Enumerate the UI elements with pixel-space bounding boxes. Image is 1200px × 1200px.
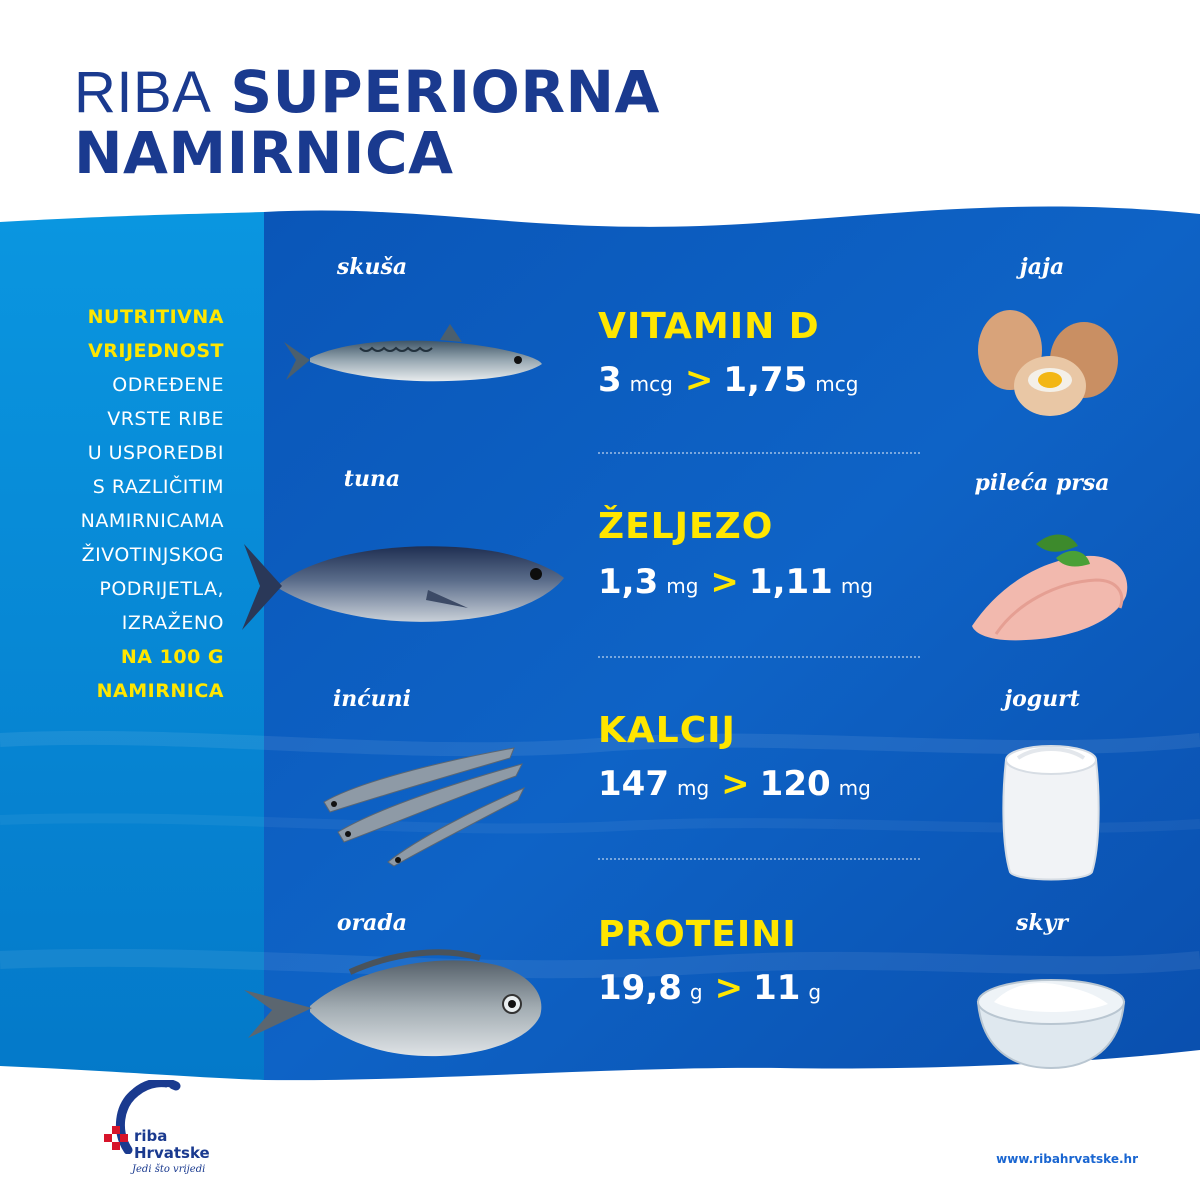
intro-line: IZRAŽENO xyxy=(121,612,224,634)
food-unit: mg xyxy=(838,776,871,800)
fish-value: 19,8 xyxy=(598,968,682,1008)
nutrient-title-vitamin-d: VITAMIN D xyxy=(598,306,820,347)
food-value: 1,11 xyxy=(748,562,833,602)
logo-wordmark: riba Hrvatske xyxy=(134,1128,210,1162)
logo-line2: Hrvatske xyxy=(134,1144,210,1162)
eggs-image xyxy=(978,310,1118,416)
greater-than-sign: > xyxy=(714,968,744,1008)
intro-line: VRSTE RIBE xyxy=(107,408,224,430)
fish-value: 1,3 xyxy=(598,562,659,602)
intro-line: NAMIRNICAMA xyxy=(80,510,224,532)
nutrient-compare-proteini: 19,8 g >11 g xyxy=(598,968,827,1008)
intro-line: NA 100 G xyxy=(120,646,224,668)
food-label-jaja: jaja xyxy=(1019,254,1065,280)
nutrient-title-kalcij: KALCIJ xyxy=(598,710,736,751)
intro-line: ODREĐENE xyxy=(112,374,224,396)
skyr-image xyxy=(976,979,1126,1070)
intro-line: U USPOREDBI xyxy=(87,442,224,464)
fish-label-orada: orada xyxy=(336,910,408,936)
page-title: RIBA SUPERIORNA NAMIRNICA xyxy=(74,62,660,183)
anchovies-image xyxy=(323,747,526,867)
mackerel-image xyxy=(284,324,542,382)
food-label-skyr: skyr xyxy=(1015,910,1068,936)
nutrient-compare-kalcij: 147 mg >120 mg xyxy=(598,764,877,804)
nutrient-title-proteini: PROTEINI xyxy=(598,914,797,955)
intro-line: NUTRITIVNA xyxy=(87,306,224,328)
row-divider xyxy=(598,858,920,860)
fish-label-tuna: tuna xyxy=(343,466,401,492)
chicken-breast-image xyxy=(972,534,1128,641)
greater-than-sign: > xyxy=(721,764,750,804)
food-value: 120 xyxy=(759,764,831,804)
intro-line: ŽIVOTINJSKOG xyxy=(81,544,224,566)
fish-value: 3 xyxy=(598,360,622,400)
logo-line1: riba xyxy=(134,1127,168,1145)
food-value: 1,75 xyxy=(723,360,808,400)
food-unit: mcg xyxy=(815,372,859,396)
sea-bream-image xyxy=(244,949,542,1057)
nutrient-compare-zeljezo: 1,3 mg >1,11 mg xyxy=(598,562,879,602)
fish-unit: mcg xyxy=(629,372,673,396)
food-label-pilecaprsa: pileća prsa xyxy=(974,470,1110,496)
title-bold-1: SUPERIORNA xyxy=(230,58,660,126)
yogurt-image xyxy=(1002,745,1100,881)
nutrient-compare-vitamin-d: 3 mcg >1,75 mcg xyxy=(598,360,864,400)
food-unit: g xyxy=(808,980,822,1004)
fish-unit: g xyxy=(689,980,703,1004)
fish-value: 147 xyxy=(598,764,669,804)
fish-label-incuni: inćuni xyxy=(332,686,412,712)
tuna-image xyxy=(242,544,564,630)
row-divider xyxy=(598,656,920,658)
food-unit: mg xyxy=(840,574,873,598)
riba-hrvatske-logo-icon xyxy=(104,1080,181,1154)
food-value: 11 xyxy=(753,968,801,1008)
greater-than-sign: > xyxy=(710,562,739,602)
fish-unit: mg xyxy=(666,574,699,598)
intro-text: NUTRITIVNA VRIJEDNOST ODREĐENE VRSTE RIB… xyxy=(4,300,224,708)
intro-line: S RAZLIČITIM xyxy=(92,476,224,498)
intro-line: PODRIJETLA, xyxy=(99,578,224,600)
food-label-jogurt: jogurt xyxy=(1004,686,1080,712)
title-light: RIBA xyxy=(74,60,212,125)
fish-unit: mg xyxy=(676,776,710,800)
logo-tagline: Jedi što vrijedi xyxy=(132,1164,206,1175)
fish-label-skusa: skuša xyxy=(336,254,408,280)
nutrient-title-zeljezo: ŽELJEZO xyxy=(598,506,774,547)
intro-line: VRIJEDNOST xyxy=(88,340,224,362)
greater-than-sign: > xyxy=(684,360,714,400)
row-divider xyxy=(598,452,920,454)
website-link[interactable]: www.ribahrvatske.hr xyxy=(996,1152,1138,1166)
intro-line: NAMIRNICA xyxy=(96,680,224,702)
title-bold-2: NAMIRNICA xyxy=(74,119,454,187)
